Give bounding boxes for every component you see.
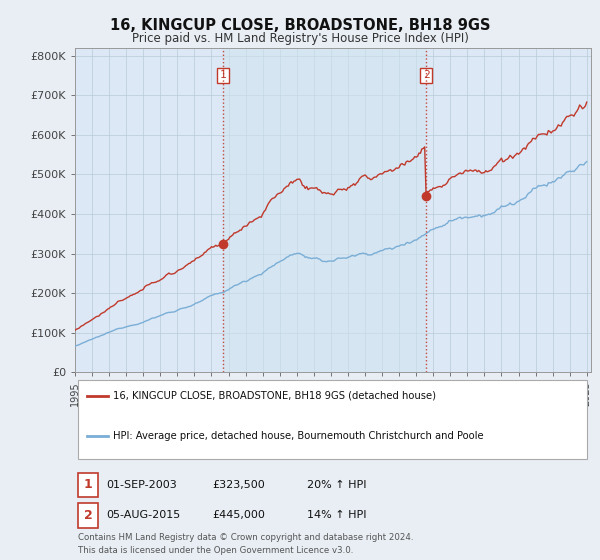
Text: Price paid vs. HM Land Registry's House Price Index (HPI): Price paid vs. HM Land Registry's House …	[131, 32, 469, 45]
FancyBboxPatch shape	[77, 380, 587, 459]
Text: 16, KINGCUP CLOSE, BROADSTONE, BH18 9GS (detached house): 16, KINGCUP CLOSE, BROADSTONE, BH18 9GS …	[113, 390, 436, 400]
Text: 2: 2	[422, 71, 430, 80]
Text: 01-SEP-2003: 01-SEP-2003	[106, 479, 177, 489]
Text: 20% ↑ HPI: 20% ↑ HPI	[307, 479, 367, 489]
Text: 14% ↑ HPI: 14% ↑ HPI	[307, 510, 367, 520]
Text: 16, KINGCUP CLOSE, BROADSTONE, BH18 9GS: 16, KINGCUP CLOSE, BROADSTONE, BH18 9GS	[110, 18, 490, 33]
Text: 05-AUG-2015: 05-AUG-2015	[106, 510, 180, 520]
Text: HPI: Average price, detached house, Bournemouth Christchurch and Poole: HPI: Average price, detached house, Bour…	[113, 431, 484, 441]
Text: Contains HM Land Registry data © Crown copyright and database right 2024.
This d: Contains HM Land Registry data © Crown c…	[79, 533, 414, 555]
Text: 1: 1	[220, 71, 226, 80]
FancyBboxPatch shape	[77, 503, 98, 528]
Text: £445,000: £445,000	[212, 510, 265, 520]
FancyBboxPatch shape	[77, 473, 98, 497]
Text: 1: 1	[83, 478, 92, 491]
Text: £323,500: £323,500	[212, 479, 265, 489]
Text: 2: 2	[83, 509, 92, 522]
Bar	[223, 48, 426, 372]
